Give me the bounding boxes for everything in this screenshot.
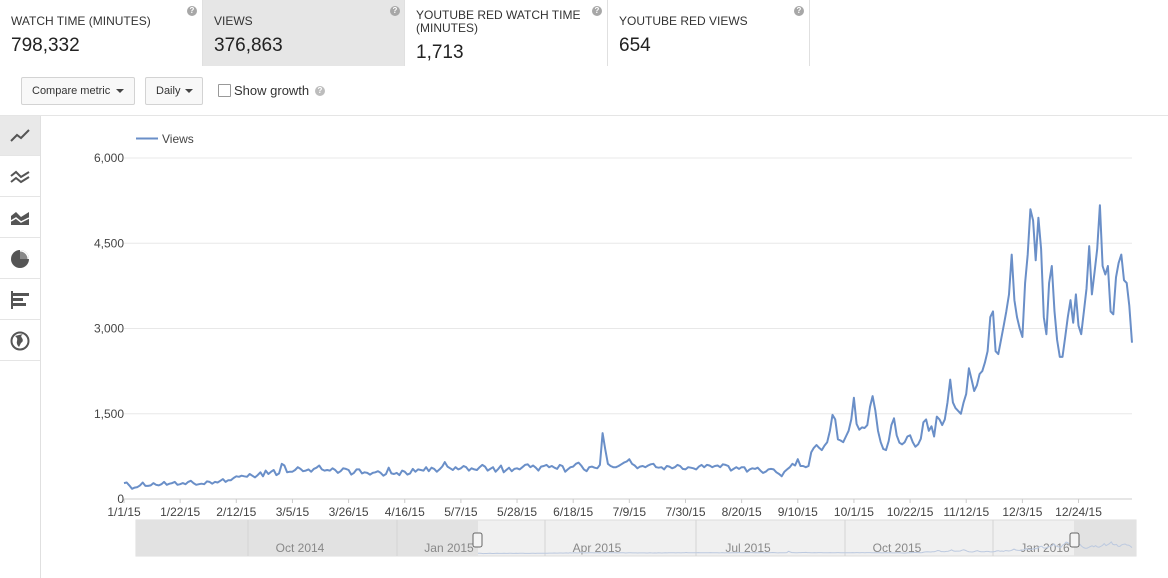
chart-type-map[interactable] — [0, 321, 40, 361]
navigator-label: Oct 2014 — [276, 541, 325, 555]
help-icon[interactable]: ? — [390, 6, 400, 16]
navigator-series-line — [478, 541, 1133, 555]
metric-value: 798,332 — [11, 35, 80, 56]
chart-type-area[interactable] — [0, 198, 40, 238]
line-chart-icon — [10, 129, 30, 142]
x-axis-labels: 1/1/15 1/22/15 2/12/15 3/5/15 3/26/15 4/16/15… — [107, 499, 1102, 519]
chart-gridlines — [124, 157, 1132, 500]
legend-label-views: Views — [162, 132, 194, 146]
x-tick-label: 1/1/15 — [107, 505, 141, 519]
y-tick-label: 6,000 — [94, 151, 124, 165]
chart-type-pie[interactable] — [0, 239, 40, 279]
help-icon[interactable]: ? — [315, 86, 325, 96]
navigator-label: Oct 2015 — [873, 541, 922, 555]
compare-metric-dropdown[interactable]: Compare metric — [21, 77, 135, 105]
y-tick-label: 3,000 — [94, 322, 124, 336]
navigator-mask-left — [136, 520, 478, 556]
y-tick-label: 4,500 — [94, 236, 124, 250]
chart-type-line[interactable] — [0, 116, 40, 156]
x-tick-label: 9/10/15 — [778, 505, 818, 519]
show-growth-checkbox[interactable] — [218, 84, 231, 97]
x-tick-label: 7/30/15 — [665, 505, 705, 519]
y-axis-labels: 0 1,500 3,000 4,500 6,000 — [94, 151, 124, 506]
chart-toolbar: Compare metric Daily — [0, 67, 1168, 116]
x-tick-label: 3/26/15 — [329, 505, 369, 519]
x-tick-label: 3/5/15 — [276, 505, 310, 519]
compare-metric-label: Compare metric — [32, 85, 111, 97]
metric-tile-red-watch-time[interactable]: YOUTUBE RED WATCH TIME (MINUTES) 1,713 ? — [405, 0, 608, 66]
help-icon[interactable]: ? — [794, 6, 804, 16]
navigator-label: Apr 2015 — [573, 541, 622, 555]
y-tick-label: 1,500 — [94, 407, 124, 421]
x-tick-label: 10/1/15 — [834, 505, 874, 519]
metric-label: WATCH TIME (MINUTES) — [11, 14, 151, 28]
interval-dropdown[interactable]: Daily — [145, 77, 203, 105]
navigator-label: Jul 2015 — [725, 541, 771, 555]
x-tick-label: 10/22/15 — [887, 505, 934, 519]
metric-value: 376,863 — [214, 35, 283, 56]
x-tick-label: 4/16/15 — [385, 505, 425, 519]
navigator-mask-right — [1074, 520, 1136, 556]
x-tick-label: 12/24/15 — [1055, 505, 1102, 519]
x-tick-label: 2/12/15 — [216, 505, 256, 519]
pie-chart-icon — [11, 250, 29, 268]
navigator-handle-left[interactable] — [472, 532, 483, 548]
x-tick-label: 5/7/15 — [444, 505, 478, 519]
y-tick-label: 0 — [117, 492, 124, 506]
x-tick-label: 11/12/15 — [943, 505, 989, 519]
chart-type-sidebar — [0, 116, 41, 578]
help-icon[interactable]: ? — [592, 6, 602, 16]
metric-tile-red-views[interactable]: YOUTUBE RED VIEWS 654 ? — [608, 0, 810, 66]
metric-tiles: WATCH TIME (MINUTES) 798,332 ? VIEWS 376… — [0, 0, 1168, 68]
x-tick-label: 1/22/15 — [160, 505, 200, 519]
bar-chart-icon — [11, 291, 29, 309]
chevron-down-icon — [116, 89, 124, 93]
multiline-chart-icon — [10, 170, 30, 184]
series-line-views — [123, 204, 1133, 490]
chevron-down-icon — [185, 89, 193, 93]
help-icon[interactable]: ? — [187, 6, 197, 16]
range-navigator[interactable]: Oct 2014 Jan 2015 Apr 2015 Jul 2015 Oct 2015… — [135, 519, 1137, 557]
show-growth-label[interactable]: Show growth — [234, 83, 310, 98]
navigator-label: Jan 2015 — [424, 541, 474, 555]
x-tick-label: 6/18/15 — [553, 505, 593, 519]
metric-label: YOUTUBE RED WATCH TIME (MINUTES) — [416, 8, 581, 35]
globe-map-icon — [10, 331, 30, 351]
metric-tile-views[interactable]: VIEWS 376,863 ? — [203, 0, 405, 66]
metric-value: 1,713 — [416, 42, 464, 63]
x-tick-label: 8/20/15 — [722, 505, 762, 519]
chart-type-multiline[interactable] — [0, 157, 40, 197]
views-line-chart: 0 1,500 3,000 4,500 6,000 1/1/15 1/22/15 2/12/… — [94, 132, 1137, 557]
metric-tile-watch-time[interactable]: WATCH TIME (MINUTES) 798,332 ? — [0, 0, 203, 66]
chart-legend[interactable]: Views — [136, 132, 194, 146]
metric-value: 654 — [619, 35, 651, 56]
navigator-labels: Oct 2014 Jan 2015 Apr 2015 Jul 2015 Oct 2015… — [247, 520, 1070, 556]
metric-label: VIEWS — [214, 14, 253, 28]
x-tick-label: 5/28/15 — [497, 505, 537, 519]
x-tick-label: 7/9/15 — [613, 505, 647, 519]
chart-type-bar[interactable] — [0, 280, 40, 320]
interval-label: Daily — [156, 85, 181, 97]
stacked-area-icon — [10, 212, 30, 225]
x-tick-label: 12/3/15 — [1002, 505, 1042, 519]
navigator-handle-right[interactable] — [1069, 532, 1080, 548]
metric-label: YOUTUBE RED VIEWS — [619, 14, 748, 28]
